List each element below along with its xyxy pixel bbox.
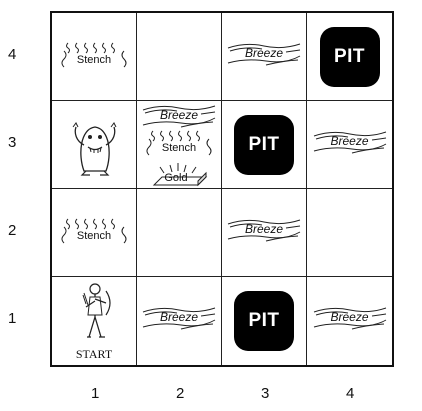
- cell-r2-c4: [307, 189, 392, 277]
- stench-wavy-icon: [61, 218, 127, 244]
- cell-r1-c1: START: [52, 277, 137, 365]
- agent-archer-icon: [82, 283, 111, 338]
- cell-r1-c4: Breeze: [307, 277, 392, 365]
- pit-tile: PIT: [234, 291, 294, 351]
- stench-indicator: Stench: [143, 129, 215, 159]
- breeze-indicator: Breeze: [312, 129, 388, 155]
- cell-r3-c4: Breeze: [307, 101, 392, 189]
- breeze-wind-icon: [313, 307, 386, 330]
- stench-indicator: Stench: [58, 41, 130, 71]
- gold-bar: Gold: [150, 159, 208, 187]
- pit-label: PIT: [248, 133, 280, 155]
- pit-label: PIT: [248, 310, 280, 331]
- stench-wavy-icon: [61, 42, 127, 68]
- stench-wavy-icon: [146, 130, 212, 156]
- breeze-indicator: Breeze: [226, 217, 302, 243]
- row-label-4: 4: [8, 46, 17, 63]
- wumpus-monster: [70, 115, 120, 182]
- cell-r1-c2: Breeze: [137, 277, 222, 365]
- row-label-3: 3: [8, 134, 17, 151]
- col-label-1: 1: [91, 385, 100, 402]
- breeze-label: Breeze: [244, 46, 284, 60]
- breeze-indicator: Breeze: [312, 305, 388, 331]
- stench-label: Stench: [76, 54, 112, 66]
- breeze-wind-icon: [227, 219, 301, 242]
- stench-label: Stench: [76, 230, 112, 242]
- pit-tile: PIT: [234, 114, 294, 175]
- wumpus-monster-icon: [72, 122, 117, 176]
- cell-r4-c1: Stench: [52, 13, 137, 101]
- stench-label: Stench: [161, 142, 197, 154]
- col-label-4: 4: [346, 385, 355, 402]
- row-label-2: 2: [8, 222, 17, 239]
- col-label-3: 3: [261, 385, 270, 402]
- breeze-label: Breeze: [159, 108, 199, 122]
- cell-r3-c3: PIT: [222, 101, 307, 189]
- cell-r2-c2: [137, 189, 222, 277]
- breeze-indicator: Breeze: [226, 41, 302, 67]
- gold-label: Gold: [164, 172, 188, 184]
- cell-r4-c3: Breeze: [222, 13, 307, 101]
- breeze-wind-icon: [142, 105, 216, 128]
- row-label-1: 1: [8, 310, 17, 327]
- breeze-wind-icon: [313, 131, 386, 154]
- cell-r1-c3: PIT: [222, 277, 307, 365]
- start-label: START: [75, 347, 113, 361]
- cell-r2-c3: Breeze: [222, 189, 307, 277]
- breeze-indicator: Breeze: [141, 305, 217, 331]
- breeze-wind-icon: [142, 307, 216, 330]
- breeze-label: Breeze: [330, 134, 369, 148]
- breeze-indicator: Breeze: [141, 103, 217, 129]
- gold-bar-icon: [152, 163, 208, 187]
- breeze-wind-icon: [227, 43, 301, 66]
- breeze-label: Breeze: [330, 310, 369, 324]
- agent-archer: [78, 281, 114, 348]
- breeze-label: Breeze: [159, 310, 199, 324]
- breeze-label: Breeze: [244, 222, 284, 236]
- cell-r3-c1: [52, 101, 137, 189]
- pit-tile: PIT: [319, 26, 380, 87]
- wumpus-world-board: Stench Breeze PIT Breeze Stench Gold PIT Breeze…: [50, 11, 394, 367]
- col-label-2: 2: [176, 385, 185, 402]
- cell-r3-c2: Breeze Stench Gold: [137, 101, 222, 189]
- pit-label: PIT: [333, 45, 366, 67]
- cell-r4-c2: [137, 13, 222, 101]
- stench-indicator: Stench: [58, 217, 130, 247]
- cell-r4-c4: PIT: [307, 13, 392, 101]
- cell-r2-c1: Stench: [52, 189, 137, 277]
